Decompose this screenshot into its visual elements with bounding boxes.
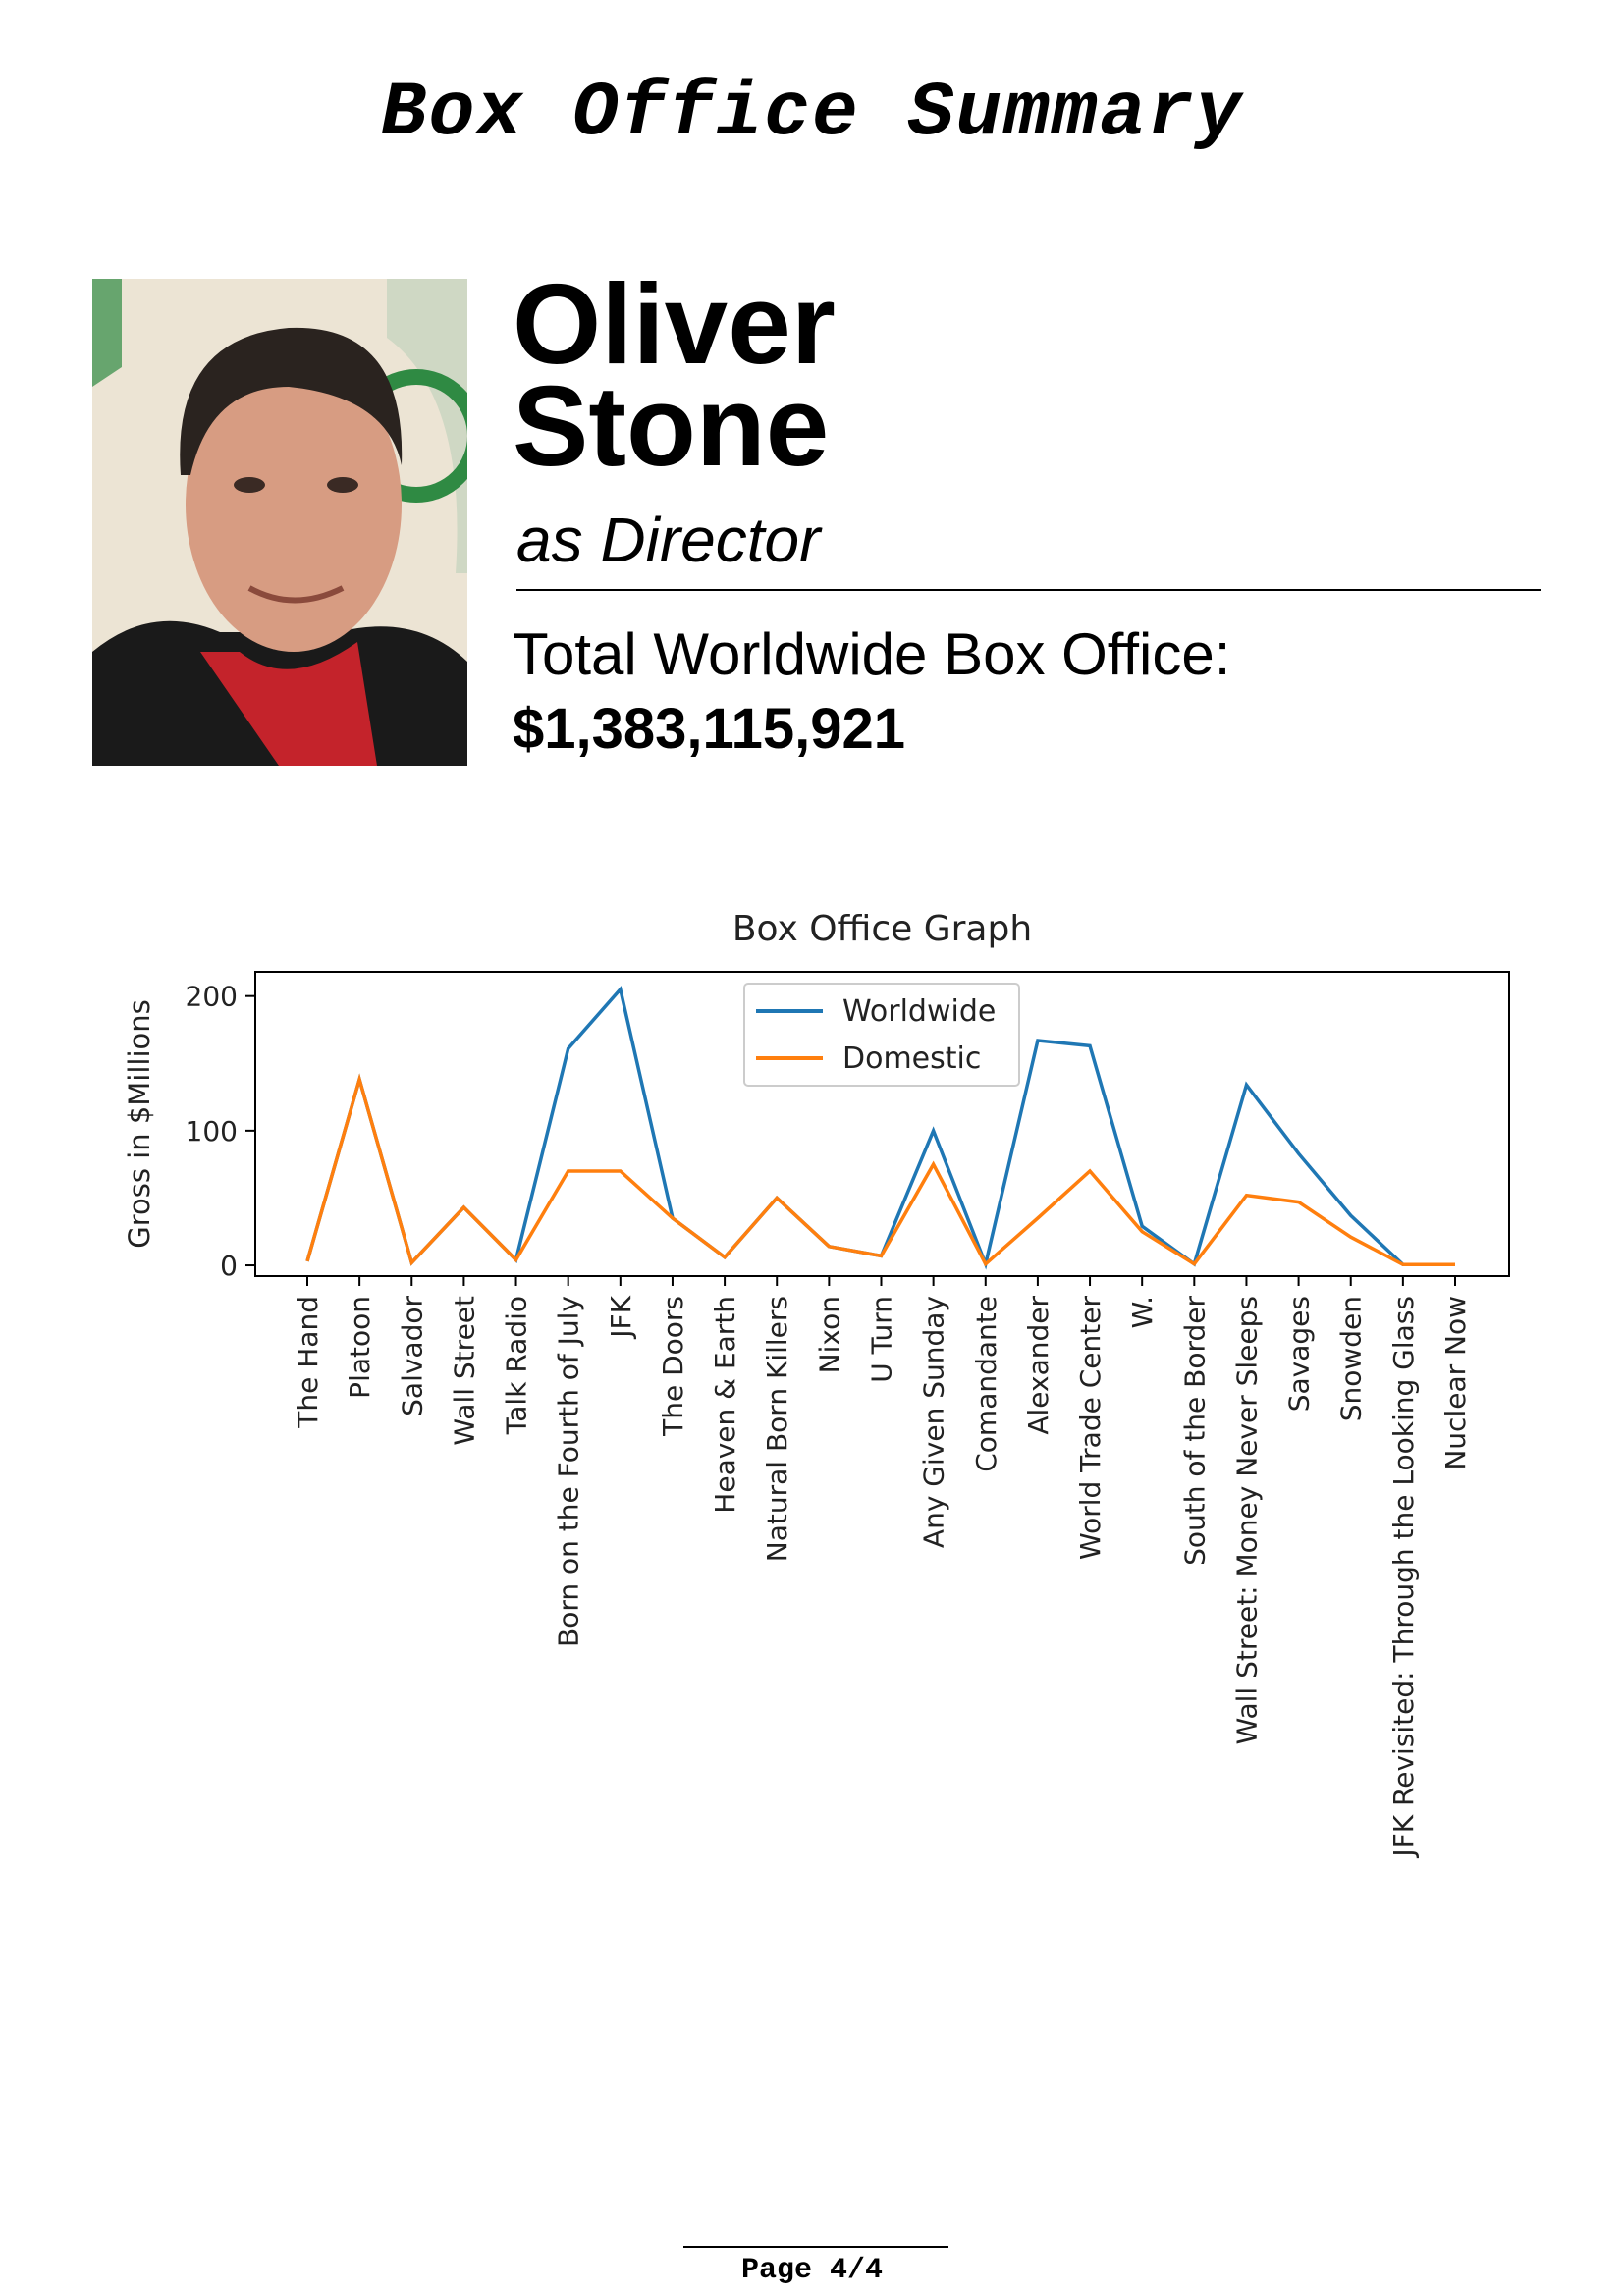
portrait-photo-icon [92, 279, 467, 766]
footer-divider [683, 2246, 948, 2248]
x-tick-label: W. [1126, 1296, 1159, 1328]
x-tick-label: Nuclear Now [1439, 1296, 1472, 1470]
box-office-chart: Box Office Graph 0 100 200 Gross in $Million… [123, 909, 1510, 1859]
x-tick-label: Salvador [396, 1296, 428, 1416]
x-tick-label: The Doors [657, 1296, 689, 1437]
x-tick-label: Comandante [970, 1296, 1002, 1472]
x-tick-label: Wall Street [448, 1296, 480, 1446]
chart-title: Box Office Graph [732, 909, 1032, 949]
x-tick-label: Alexander [1022, 1296, 1055, 1435]
y-tick-label: 100 [186, 1115, 238, 1148]
x-tick-label: U Turn [866, 1296, 898, 1383]
director-name: Oliver Stone [513, 260, 836, 490]
x-tick-label: Savages [1283, 1296, 1316, 1412]
y-tick-label: 200 [186, 981, 238, 1013]
series-line-domestic [305, 1073, 1455, 1267]
last-name: Stone [513, 362, 830, 490]
x-tick-label: Wall Street: Money Never Sleeps [1230, 1296, 1263, 1744]
x-tick-label: South of the Border [1178, 1296, 1211, 1566]
x-tick-label: World Trade Center [1074, 1296, 1107, 1560]
divider [516, 589, 1541, 591]
y-axis-label: Gross in $Millions [123, 999, 156, 1249]
first-name: Oliver [513, 260, 836, 388]
role-label: as Director [516, 505, 821, 575]
x-tick-label: Natural Born Killers [761, 1296, 793, 1562]
y-tick-label: 0 [220, 1250, 238, 1282]
total-value: $1,383,115,921 [513, 697, 905, 761]
x-tick-label: Any Given Sunday [918, 1296, 950, 1548]
page-number: Page 4/4 [740, 2254, 884, 2287]
legend-label: Domestic [842, 1041, 981, 1076]
legend-label: Worldwide [842, 994, 996, 1029]
x-tick-label: JFK [605, 1295, 637, 1339]
x-tick-label: The Hand [292, 1296, 324, 1429]
x-tick-label: Snowden [1335, 1296, 1368, 1421]
x-tick-label: JFK Revisited: Through the Looking Glass [1387, 1296, 1420, 1859]
total-label: Total Worldwide Box Office: [513, 621, 1231, 687]
x-tick-label: Platoon [344, 1296, 376, 1399]
x-tick-label: Nixon [813, 1296, 845, 1373]
director-photo [92, 279, 467, 766]
x-tick-label: Born on the Fourth of July [553, 1296, 585, 1647]
x-tick-label: Heaven & Earth [709, 1296, 741, 1514]
page-title: Box Office Summary [380, 71, 1244, 157]
x-tick-label: Talk Radio [501, 1296, 533, 1435]
